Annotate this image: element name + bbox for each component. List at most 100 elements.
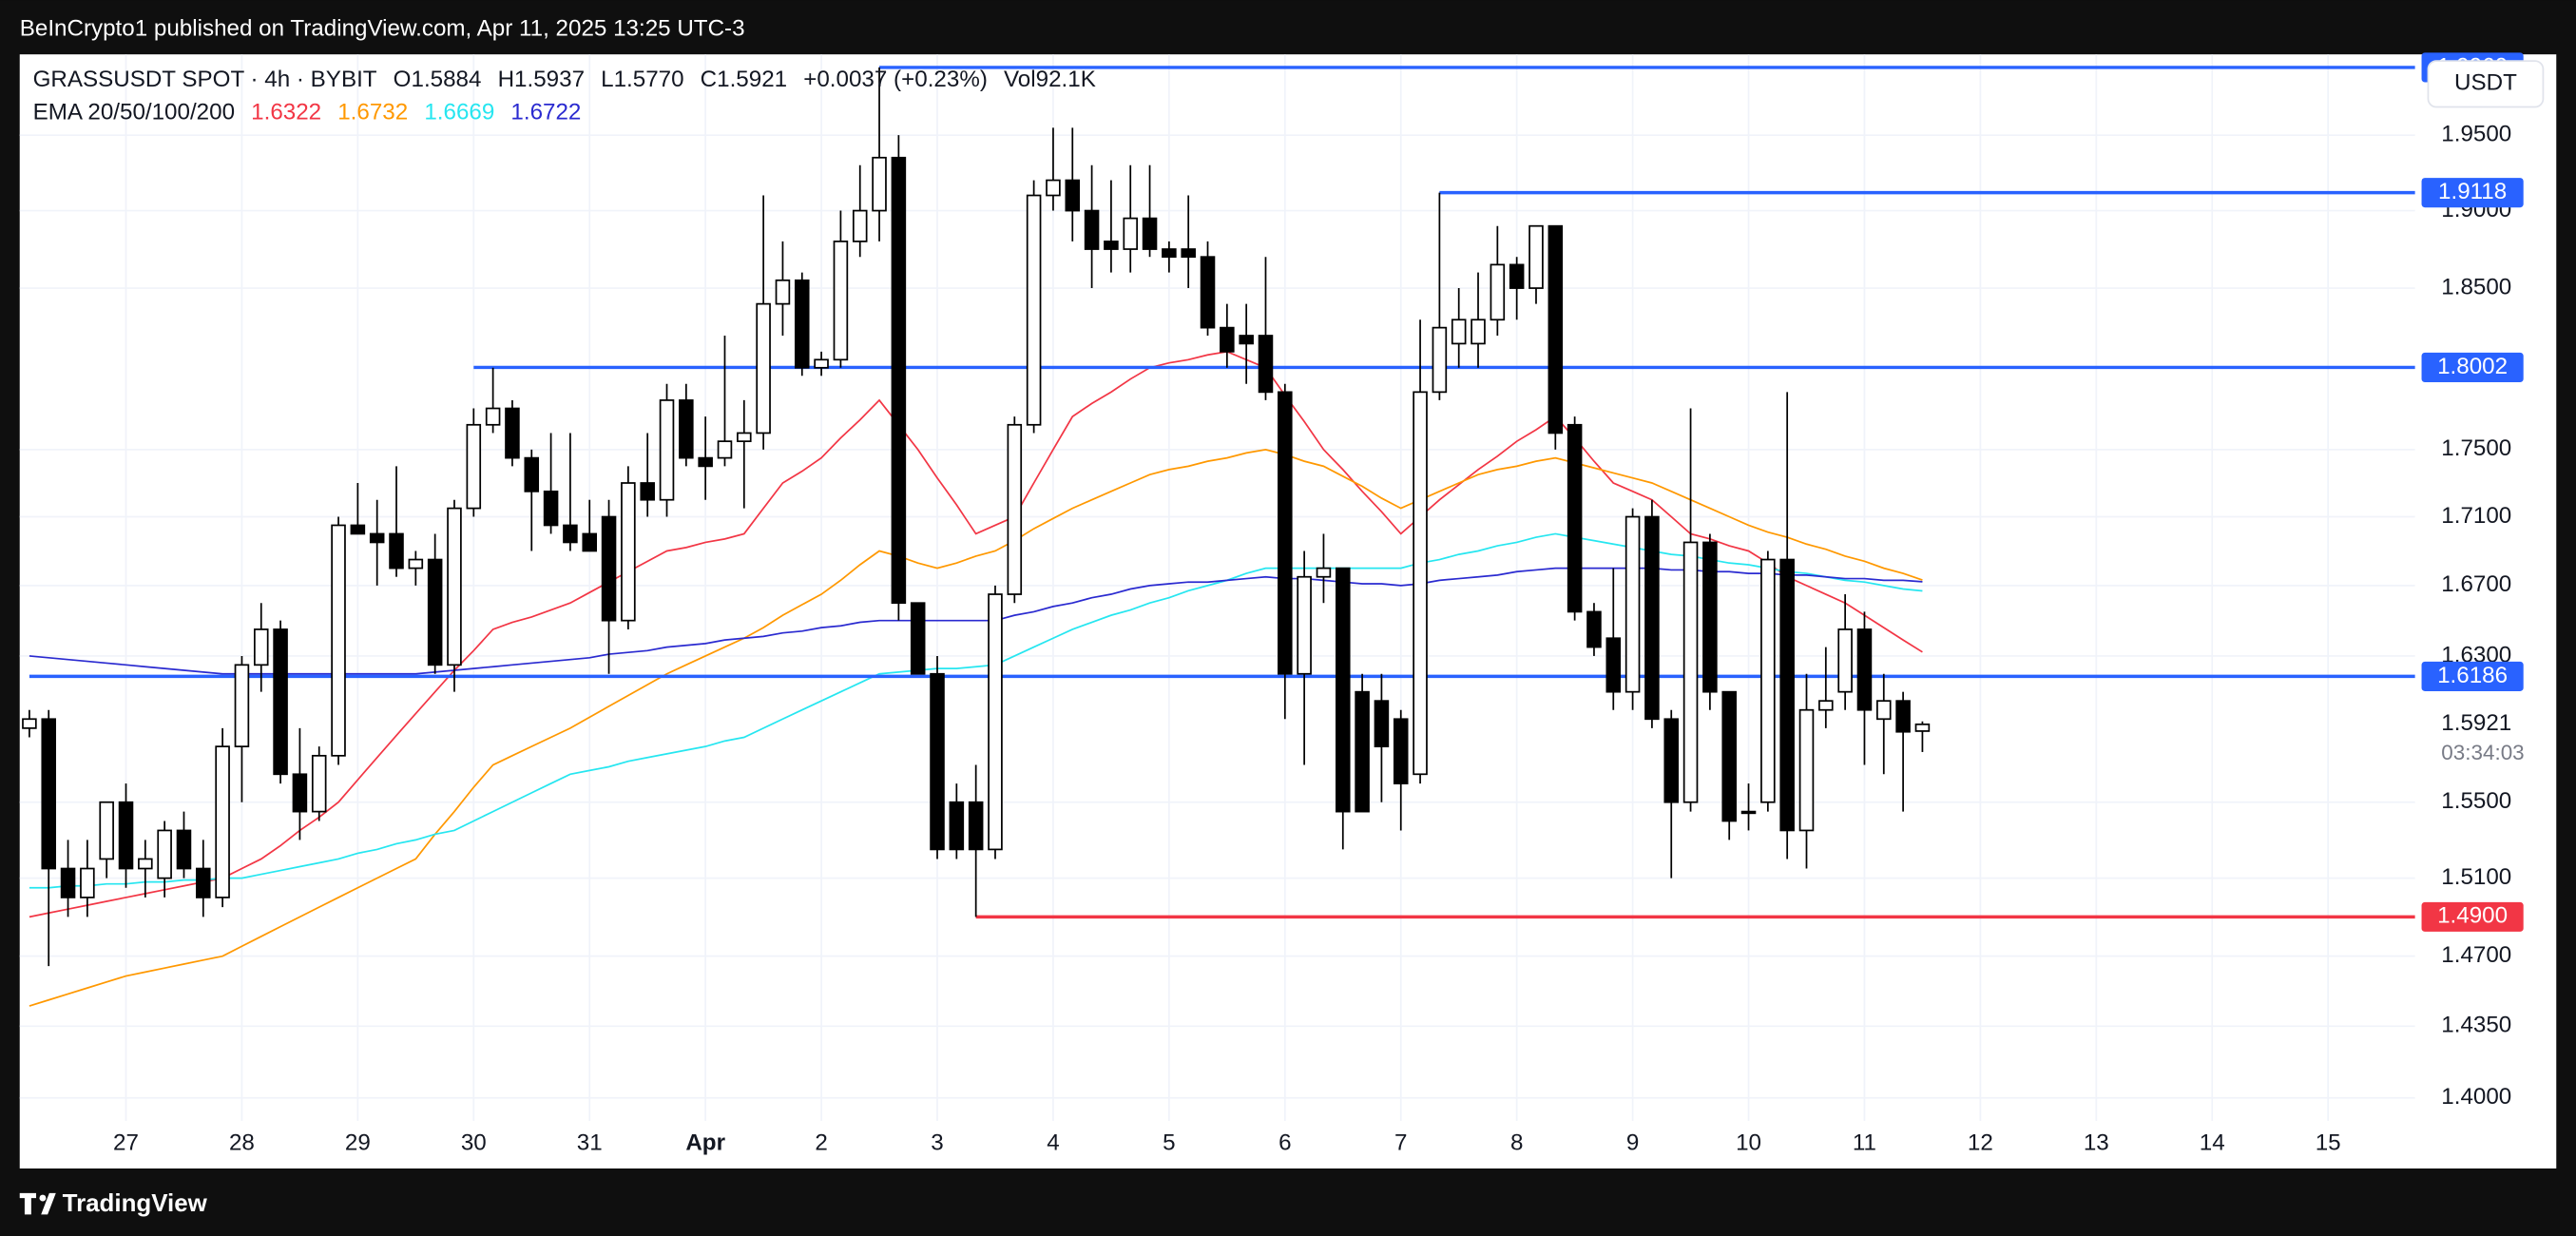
candle-body [80,867,95,898]
candle-body [1413,391,1428,776]
candle-body [1104,241,1119,250]
candle-body [1316,567,1332,578]
candle-body [717,440,733,459]
x-tick-label: 3 [931,1130,943,1155]
candle-body [22,718,37,729]
y-tick-label: 1.4350 [2441,1013,2511,1038]
candle-body [273,628,288,776]
level-label: 1.9118 [2438,179,2507,204]
candle-body [311,754,327,813]
ema-line [29,532,1923,889]
x-tick-label: 14 [2200,1130,2225,1155]
candle-body [1471,319,1486,345]
x-tick-label: 31 [577,1130,603,1155]
candle-body [331,524,346,757]
candle-body [369,532,385,544]
candle-body [1297,575,1312,675]
level-label: 1.6186 [2437,663,2508,688]
candle-body [524,456,540,492]
candle-body [1548,224,1564,435]
candle-body [1026,194,1042,426]
level-label: 1.4900 [2437,903,2508,929]
x-tick-label: 9 [1626,1130,1639,1155]
currency-button[interactable] [2427,60,2545,108]
candle-body [1798,708,1815,832]
x-tick-label: Apr [685,1130,725,1155]
candle-body [1335,567,1351,813]
candle-body [1856,628,1873,711]
x-tick-label: 6 [1278,1130,1291,1155]
candle-body [1432,326,1448,394]
candle-body [1818,700,1834,711]
candle-body [1200,256,1216,329]
candle-body [737,432,752,443]
ohlc: L1.5770 [601,67,683,92]
y-tick-label: 1.7500 [2441,435,2511,461]
candle-body [1721,690,1737,822]
last-price: 1.5921 [2441,710,2511,736]
candle-body [1663,718,1680,803]
y-tick-label: 1.9500 [2441,122,2511,147]
candle-body [1065,179,1081,212]
candle-body [118,801,134,870]
candle-body [1007,423,1023,595]
candle-body [1740,810,1757,815]
candle-body [505,407,520,459]
candle-body [930,672,945,851]
ema-value: 1.6322 [251,100,321,126]
ema-legend: EMA 20/50/100/200 1.6322 1.6732 1.6669 1… [33,100,582,126]
symbol: GRASSUSDT SPOT · 4h · BYBIT [33,67,377,92]
candle-body [1914,723,1931,732]
y-tick-label: 1.7100 [2441,503,2511,529]
ema-line [29,448,1923,1007]
candle-body [949,801,965,851]
volume: Vol92.1K [1004,67,1096,92]
candle-body [485,407,501,426]
candle-body [1393,718,1409,784]
publisher: BeInCrypto1 published on TradingView.com… [20,16,745,42]
candle-body [1239,335,1254,345]
candle-body [196,867,211,898]
candle-body [1702,541,1718,693]
ema-label: EMA 20/50/100/200 [33,100,235,126]
candle-body [1162,248,1177,259]
ohlc: O1.5884 [394,67,482,92]
candle-body [389,532,404,570]
candle-body [563,524,578,544]
level-box [2421,661,2524,691]
ohlc: H1.5937 [498,67,585,92]
candle-body [466,423,482,510]
candle-body [1046,179,1061,197]
candle-body [1586,610,1602,648]
candle-body [1374,700,1390,748]
x-tick-label: 4 [1047,1130,1059,1155]
logo-icon [19,1192,56,1215]
x-tick-label: 27 [113,1130,139,1155]
candle-body [794,279,810,369]
candle-body [292,773,308,813]
candle-body [138,858,153,870]
brand-logo [19,1192,56,1215]
x-tick-label: 30 [461,1130,487,1155]
candle-body [1644,515,1660,721]
candle-body [1567,423,1583,613]
ohlc: C1.5921 [701,67,787,92]
ema-value: 1.6669 [424,100,494,126]
candle-body [1258,335,1274,394]
candle-body [988,593,1003,851]
y-tick-label: 1.6700 [2441,571,2511,597]
candle-body [891,156,907,605]
candle-body [1278,391,1293,675]
candle-body [833,241,849,361]
y-tick-label: 1.4700 [2441,942,2511,968]
candle-body [640,482,655,501]
legend-line: GRASSUSDT SPOT · 4h · BYBIT O1.5884 H1.5… [33,67,1096,92]
x-tick-label: 10 [1736,1130,1761,1155]
candle-body [215,745,230,898]
x-tick-label: 2 [815,1130,827,1155]
x-tick-label: 11 [1853,1130,1876,1155]
candle-body [1490,263,1506,321]
currency: USDT [2454,70,2517,96]
candle-body [1624,515,1641,693]
logo-dot [39,1194,47,1202]
